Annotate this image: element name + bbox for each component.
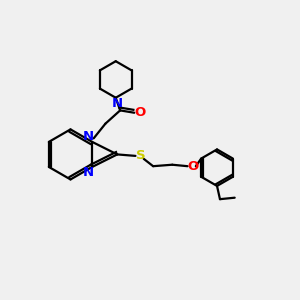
Text: N: N	[83, 130, 94, 142]
Text: N: N	[83, 166, 94, 179]
Text: O: O	[134, 106, 146, 119]
Text: N: N	[111, 97, 122, 110]
Text: O: O	[187, 160, 199, 173]
Text: S: S	[136, 149, 145, 162]
